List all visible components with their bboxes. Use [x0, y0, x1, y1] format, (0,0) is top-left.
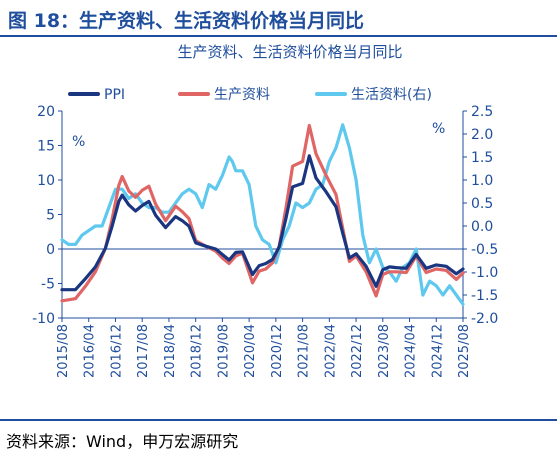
- right-tick-label: -1.5: [471, 288, 498, 304]
- x-tick-label: 2015/08: [56, 324, 71, 378]
- right-tick-label: -1.0: [471, 265, 498, 281]
- left-tick-label: 0: [46, 242, 55, 258]
- x-tick-label: 2018/12: [190, 324, 205, 378]
- x-tick-label: 2020/12: [270, 324, 285, 378]
- x-tick-label: 2024/12: [430, 324, 445, 378]
- legend-label: PPI: [104, 87, 125, 103]
- x-tick-label: 2018/04: [163, 324, 178, 378]
- right-tick-label: 1.0: [471, 173, 493, 189]
- x-tick-label: 2021/08: [297, 324, 312, 378]
- legend-label: 生产资料: [214, 87, 270, 103]
- x-tick-label: 2022/12: [350, 324, 365, 378]
- x-tick-label: 2016/04: [83, 324, 98, 378]
- right-unit-label: %: [432, 121, 445, 137]
- left-tick-label: -10: [32, 311, 55, 327]
- series-line-3: [60, 123, 465, 306]
- right-tick-label: 2.5: [471, 104, 493, 120]
- left-tick-label: 10: [37, 173, 55, 189]
- left-tick-label: -5: [41, 277, 55, 293]
- right-tick-label: 0.5: [471, 196, 493, 212]
- x-tick-label: 2025/08: [457, 324, 472, 378]
- right-tick-label: 2.0: [471, 127, 493, 143]
- series-line-2: [60, 123, 465, 303]
- series-lines: [60, 123, 465, 306]
- left-unit-label: %: [72, 134, 85, 150]
- x-tick-label: 2024/04: [404, 324, 419, 378]
- x-tick-label: 2020/04: [243, 324, 258, 378]
- right-tick-label: 1.5: [471, 150, 493, 166]
- legend: PPI 生产资料 生活资料(右): [68, 87, 432, 103]
- figure-title: 图 18：生产资料、生活资料价格当月同比: [8, 10, 365, 32]
- left-tick-label: 5: [46, 208, 55, 224]
- x-tick-label: 2016/12: [109, 324, 124, 378]
- source-note: 资料来源：Wind，申万宏源研究: [6, 432, 239, 451]
- x-tick-label: 2023/08: [377, 324, 392, 378]
- x-tick-label: 2017/08: [136, 324, 151, 378]
- left-tick-label: 15: [37, 139, 55, 155]
- title-rule: [0, 35, 557, 37]
- axes: -10 -5 0 5 10 15 20 -2.0 -1.5 -1.0 -0.5 0.0 0.5 1.0 1.…: [32, 104, 498, 378]
- series-line-1: [60, 154, 465, 292]
- chart: 生产资料、生活资料价格当月同比 PPI 生产资料 生活资料(右) % % -10 -5…: [32, 43, 498, 378]
- legend-label: 生活资料(右): [351, 87, 432, 103]
- right-tick-label: -2.0: [471, 311, 498, 327]
- right-tick-label: -0.5: [471, 242, 498, 258]
- right-tick-label: 0.0: [471, 219, 493, 235]
- x-tick-label: 2019/08: [216, 324, 231, 378]
- chart-title: 生产资料、生活资料价格当月同比: [177, 43, 402, 61]
- footer-rule: [0, 419, 557, 421]
- x-tick-label: 2022/04: [323, 324, 338, 378]
- left-tick-label: 20: [37, 104, 55, 120]
